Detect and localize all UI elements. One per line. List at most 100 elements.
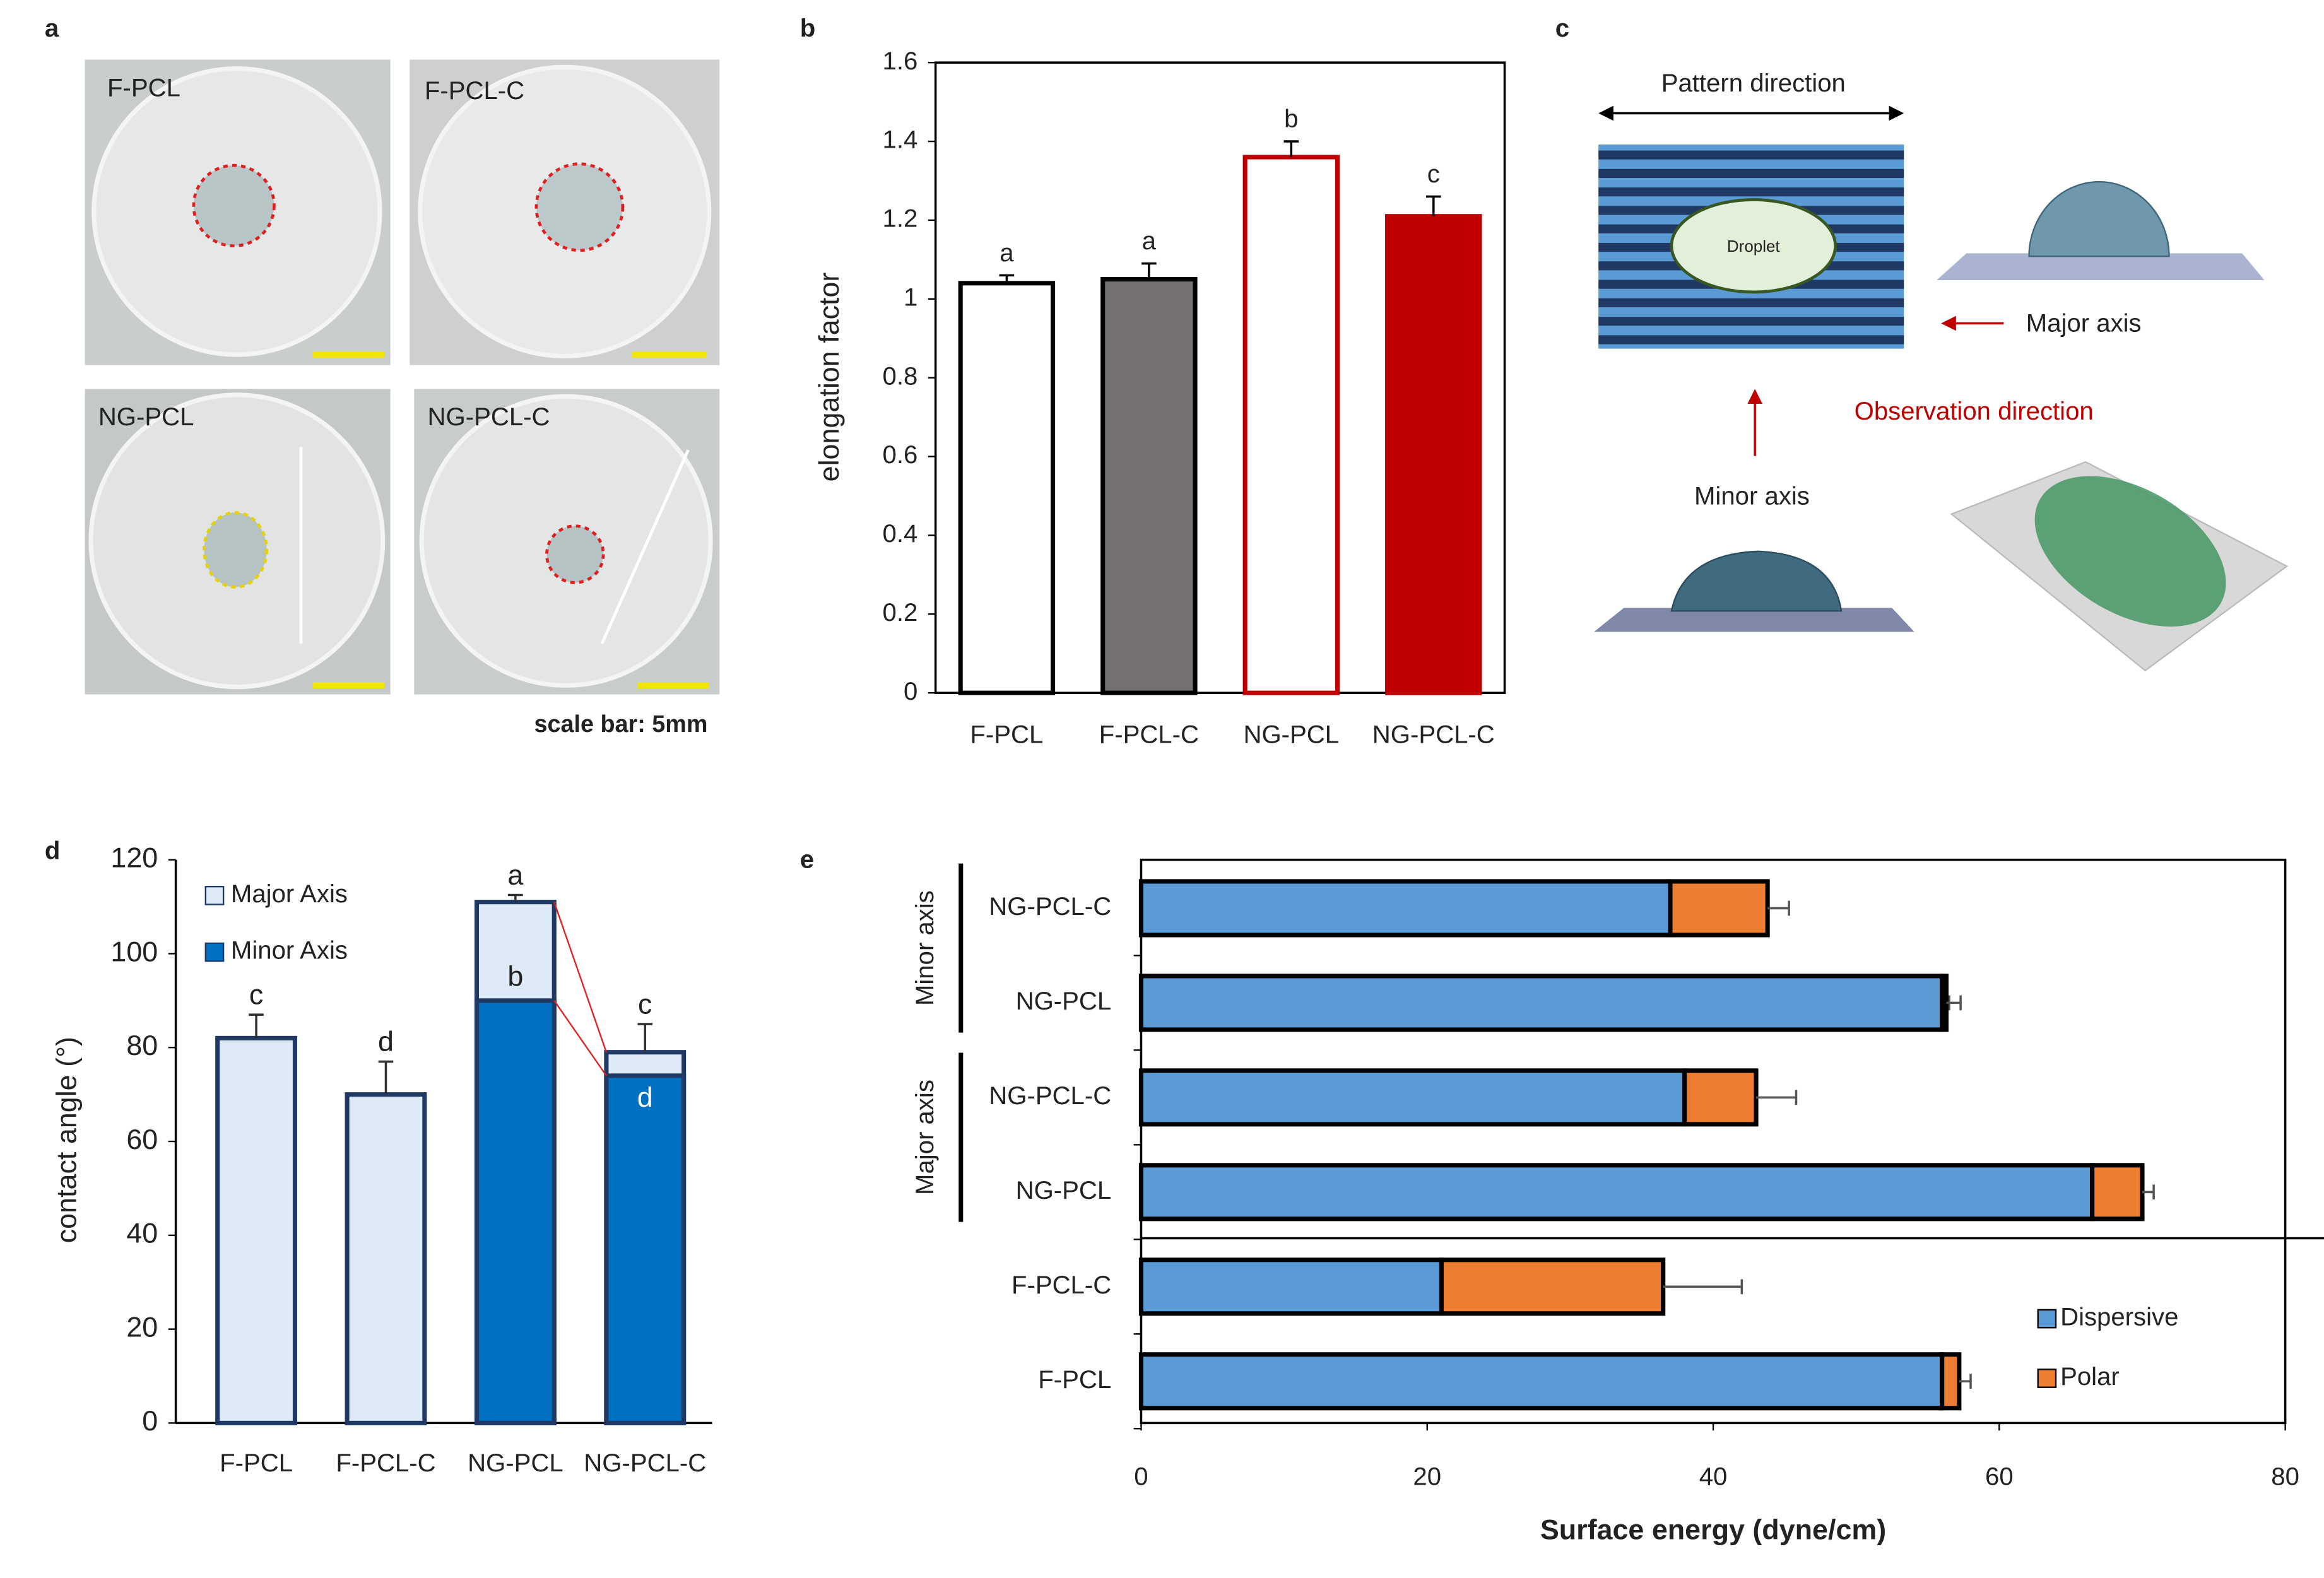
stripe <box>1598 150 1904 160</box>
y-tick-label: 1 <box>904 283 917 311</box>
droplet-3d <box>2028 181 2170 257</box>
arrow-head <box>1941 315 1956 331</box>
error-bar <box>637 1023 653 1052</box>
bar-segment <box>1138 1352 1945 1411</box>
plot-frame <box>1140 858 2287 1425</box>
bar-segment <box>1138 1163 2095 1222</box>
error-bar <box>249 1013 264 1039</box>
bar <box>215 1035 297 1425</box>
error-bar <box>1663 1279 1743 1295</box>
diagram: Droplet Pattern direction Major axis Obs… <box>1594 69 2289 672</box>
bar-segment <box>1138 1257 1444 1316</box>
y-tick-label: 1.4 <box>883 126 918 154</box>
bar-segment <box>1138 1068 1687 1127</box>
droplet-3d <box>2034 476 2226 627</box>
pattern-label: Pattern direction <box>1661 69 1846 97</box>
data-label: c <box>1427 160 1440 188</box>
group-label: Minor axis <box>911 890 939 1006</box>
bar-segment <box>1668 879 1770 938</box>
data-label: a <box>1142 227 1157 255</box>
major-label: Major axis <box>2026 309 2142 337</box>
panel-letter: b <box>800 14 816 42</box>
x-tick-label: F-PCL <box>220 1449 293 1477</box>
y-tick-label: 60 <box>126 1123 158 1155</box>
y-tick-label: 80 <box>126 1029 158 1061</box>
droplet-outline <box>192 163 276 248</box>
x-tick-label: F-PCL <box>970 720 1043 748</box>
error-bar <box>999 274 1015 283</box>
bar-segment <box>1439 1257 1666 1316</box>
y-tick-label: 40 <box>126 1217 158 1249</box>
droplet-outline <box>545 524 605 584</box>
y-tick-label: NG-PCL <box>1016 987 1112 1015</box>
surface <box>1937 253 2265 280</box>
y-tick-label: 0.4 <box>883 519 918 548</box>
droplet-label: Droplet <box>1727 237 1780 256</box>
y-tick-label: 1.6 <box>883 47 918 75</box>
bar-segment <box>1940 1352 1962 1411</box>
data-label: d <box>378 1025 394 1057</box>
bar <box>345 1092 427 1425</box>
error-bar <box>1946 995 1962 1011</box>
legend-label: Minor Axis <box>231 936 348 965</box>
error-bar <box>1959 1374 1972 1389</box>
legend-swatch <box>204 942 225 962</box>
photo-label: F-PCL <box>107 73 180 102</box>
y-tick-label: 0.2 <box>883 598 918 627</box>
y-tick-label: F-PCL-C <box>1012 1271 1111 1299</box>
error-bar <box>1767 900 1790 916</box>
photo-label: NG-PCL <box>98 403 194 431</box>
photo-panel: F-PCL F-PCL-C NG-PCL NG-PCL-C scale bar:… <box>85 59 720 738</box>
x-tick-label: 20 <box>1413 1462 1441 1490</box>
droplet-3d <box>1670 550 1843 612</box>
photo-label: F-PCL-C <box>425 76 524 105</box>
error-bar <box>378 1060 394 1095</box>
error-bar <box>1283 140 1299 158</box>
x-axis-title: Surface energy (dyne/cm) <box>1540 1514 1886 1546</box>
x-tick-label: F-PCL-C <box>336 1449 435 1477</box>
stripe <box>1598 317 1904 326</box>
x-tick-label: NG-PCL <box>1244 720 1340 748</box>
x-tick-label: NG-PCL <box>468 1449 563 1477</box>
data-label: c <box>638 988 652 1020</box>
y-tick-label: 0.8 <box>883 362 918 390</box>
y-tick-label: 100 <box>110 935 158 967</box>
x-tick-label: 40 <box>1699 1462 1728 1490</box>
legend-label: Major Axis <box>231 880 348 908</box>
scale-note: scale bar: 5mm <box>534 711 707 738</box>
y-axis-title: contact angle (°) <box>50 1037 82 1243</box>
droplet-outline <box>203 511 268 589</box>
minor-label: Minor axis <box>1694 481 1810 510</box>
error-bar <box>2142 1184 2155 1200</box>
connector <box>553 1000 607 1076</box>
y-tick-label: 20 <box>126 1310 158 1343</box>
x-tick-label: 0 <box>1134 1462 1148 1490</box>
data-label: b <box>1284 105 1298 133</box>
data-label: b <box>507 960 523 992</box>
observation-label: Observation direction <box>1855 397 2094 425</box>
y-tick-label: 120 <box>110 842 158 874</box>
panel-letter: d <box>45 836 61 864</box>
arrow-head <box>1747 389 1762 404</box>
panel-letter: c <box>1555 14 1569 42</box>
y-tick-label: NG-PCL <box>1016 1176 1112 1204</box>
y-tick-label: 0.6 <box>883 440 918 469</box>
scale-bar <box>312 682 385 689</box>
y-axis-title: elongation factor <box>813 273 845 482</box>
group-label: Major axis <box>911 1080 939 1195</box>
connector <box>553 902 608 1053</box>
stripe <box>1598 298 1904 307</box>
stripe <box>1598 335 1904 344</box>
droplet-outline <box>534 162 625 252</box>
x-tick-label: 80 <box>2271 1462 2299 1490</box>
bar-segment <box>1138 879 1673 938</box>
surface <box>1594 608 1914 632</box>
stripe <box>1598 187 1904 197</box>
bar <box>1100 277 1198 695</box>
y-tick-label: NG-PCL-C <box>989 892 1111 921</box>
legend-label: Dispersive <box>2060 1303 2178 1331</box>
bar <box>604 1073 687 1425</box>
scale-bar <box>312 351 385 358</box>
